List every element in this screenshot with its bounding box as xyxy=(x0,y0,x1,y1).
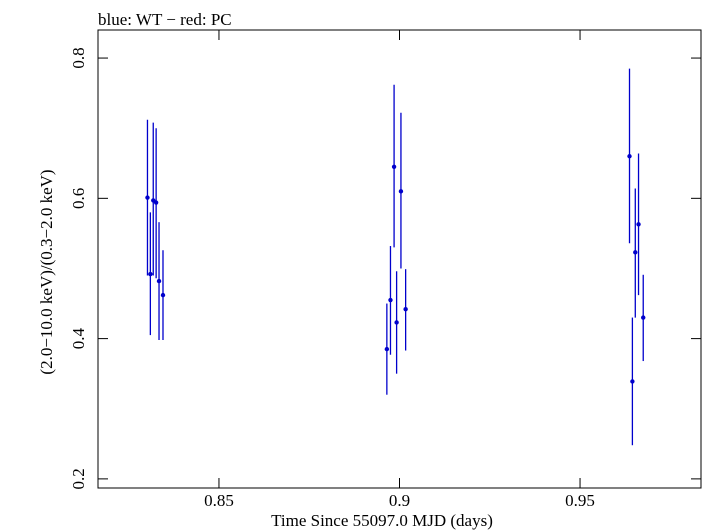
data-point xyxy=(160,250,166,341)
tick-marks xyxy=(98,30,701,488)
data-point xyxy=(641,274,646,362)
data-point xyxy=(153,128,159,279)
data-point xyxy=(627,68,632,244)
point-marker xyxy=(630,379,635,384)
point-marker xyxy=(148,271,153,277)
data-point xyxy=(391,84,397,248)
point-marker xyxy=(398,189,404,194)
data-point xyxy=(151,122,156,276)
point-marker xyxy=(636,222,641,227)
data-point xyxy=(398,112,404,269)
y-tick-label: 0.4 xyxy=(69,327,88,349)
data-point xyxy=(394,271,399,374)
data-point xyxy=(384,303,390,395)
point-marker xyxy=(384,346,390,352)
y-tick-label: 0.2 xyxy=(69,468,88,489)
data-point xyxy=(403,269,408,351)
data-point xyxy=(630,317,635,446)
tick-labels: 0.85 0.9 0.95 0.2 0.4 0.6 0.8 xyxy=(69,47,595,510)
y-tick-label: 0.8 xyxy=(69,47,88,68)
x-tick-label: 0.85 xyxy=(204,491,234,510)
point-marker xyxy=(145,195,150,200)
point-marker xyxy=(391,164,397,169)
point-marker xyxy=(633,250,638,255)
plot-frame xyxy=(97,29,702,489)
data-point xyxy=(388,246,393,355)
data-point xyxy=(156,222,162,341)
chart-title: blue: WT − red: PC xyxy=(98,10,232,29)
data-point xyxy=(145,119,150,276)
data-point xyxy=(636,153,641,296)
data-points xyxy=(145,68,646,446)
point-marker xyxy=(641,315,646,320)
point-marker xyxy=(153,200,159,205)
x-tick-label: 0.95 xyxy=(565,491,595,510)
data-point xyxy=(148,212,153,336)
x-axis-label: Time Since 55097.0 MJD (days) xyxy=(271,511,493,530)
point-marker xyxy=(403,306,408,312)
x-tick-label: 0.9 xyxy=(389,491,410,510)
point-marker xyxy=(156,278,162,284)
y-tick-label: 0.6 xyxy=(69,188,88,209)
point-marker xyxy=(394,320,399,325)
point-marker xyxy=(388,297,393,303)
y-axis-label: (2.0−10.0 keV)/(0.3−2.0 keV) xyxy=(37,169,56,374)
point-marker xyxy=(160,292,166,298)
point-marker xyxy=(627,154,632,159)
data-point xyxy=(633,188,638,318)
